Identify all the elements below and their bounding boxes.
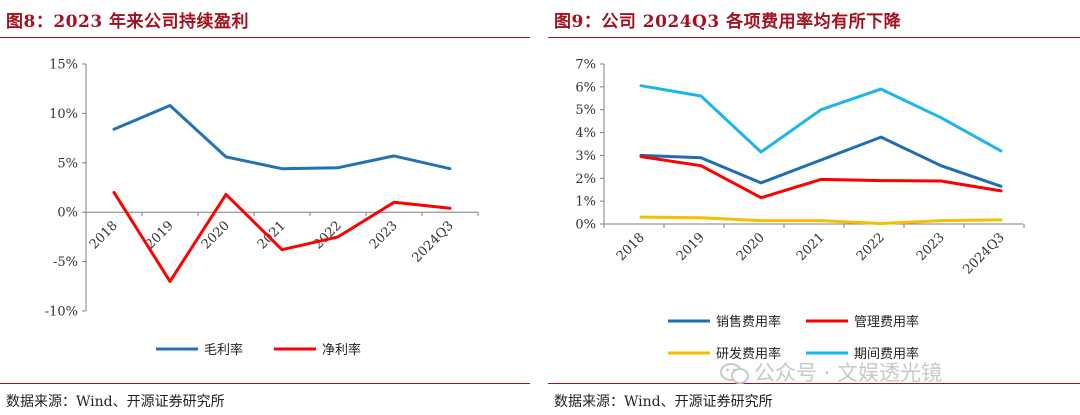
y-tick-label: 0% [575, 218, 596, 233]
y-tick-label: 7% [575, 58, 596, 73]
series-line [112, 104, 452, 171]
left-figure: 图8：2023 年来公司持续盈利 15% 10% 5% 0% -5% -10% 2018 20… [0, 0, 530, 415]
y-tick-label: 4% [575, 126, 596, 141]
x-tick-label: 2022 [854, 230, 888, 264]
right-source-note: 数据来源：Wind、开源证券研究所 [554, 394, 773, 410]
y-tick-label: 2% [575, 172, 596, 187]
x-tick-label: 2023 [367, 218, 401, 252]
x-tick-label: 2024Q3 [960, 230, 1007, 277]
watermark-text: 公众号 · 文娱透光镜 [754, 361, 943, 385]
right-figure: 图9：公司 2024Q3 各项费用率均有所下降 7% 6% 5% 4% 3% 2% 1% 0%… [548, 0, 1080, 415]
right-title-rule [548, 37, 1080, 38]
right-figure-title: 图9：公司 2024Q3 各项费用率均有所下降 [554, 12, 902, 32]
y-tick-label: 0% [57, 206, 78, 221]
series-line [112, 190, 452, 283]
x-tick-label: 2021 [255, 218, 289, 252]
wechat-icon [720, 363, 749, 384]
left-line-chart: 15%10%5%0%-5%-10%2018 2019 2020 2021 2022 202… [45, 58, 479, 358]
y-tick-label: -10% [45, 305, 78, 320]
y-tick-label: 1% [575, 195, 596, 210]
y-tick-label: -5% [53, 255, 78, 270]
left-source-rule [0, 383, 530, 384]
left-figure-title: 图8：2023 年来公司持续盈利 [6, 12, 250, 32]
legend-label: 管理费用率 [854, 314, 919, 330]
right-line-chart: 7% 6% 5% 4% 3% 2% 1% 0% 2018 2019 2020 2021 2022 2023… [575, 58, 1025, 362]
y-tick-label: 15% [49, 58, 78, 73]
x-tick-label: 2018 [614, 230, 648, 264]
right-source-rule [548, 383, 1080, 384]
y-tick-label: 6% [575, 80, 596, 95]
y-tick-label: 5% [575, 103, 596, 118]
series-line [639, 215, 1003, 225]
series-line [639, 135, 1003, 188]
series-line [639, 155, 1003, 200]
y-tick-label: 3% [575, 149, 596, 164]
legend-label: 毛利率 [204, 342, 243, 358]
x-tick-label: 2024Q3 [409, 218, 456, 265]
legend-label: 研发费用率 [716, 346, 781, 362]
left-title-rule [0, 37, 530, 38]
y-tick-label: 5% [57, 156, 78, 171]
x-tick-label: 2021 [794, 230, 828, 264]
x-tick-label: 2018 [87, 218, 121, 252]
x-tick-label: 2020 [199, 218, 233, 252]
series-line [639, 84, 1003, 154]
y-tick-label: 10% [49, 107, 78, 122]
legend-label: 销售费用率 [716, 314, 781, 330]
left-source-note: 数据来源：Wind、开源证券研究所 [6, 394, 225, 410]
x-tick-label: 2019 [674, 230, 708, 264]
x-tick-label: 2020 [734, 230, 768, 264]
legend-label: 净利率 [322, 342, 361, 358]
legend-label: 期间费用率 [854, 346, 919, 362]
x-tick-label: 2023 [914, 230, 948, 264]
watermark: 公众号 · 文娱透光镜 [720, 357, 942, 387]
